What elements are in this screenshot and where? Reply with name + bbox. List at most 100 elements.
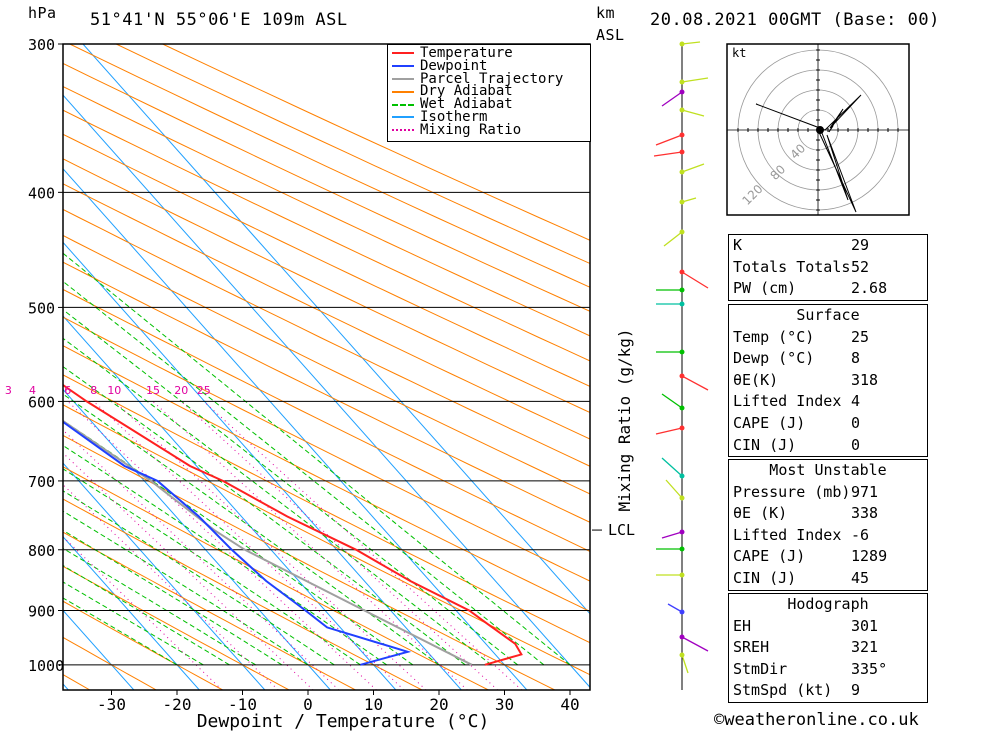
table-row: EH 301 [729, 616, 927, 638]
pw-value: 2.68 [851, 279, 888, 298]
table-row: CIN (J) 45 [729, 568, 927, 590]
storm-motion-dot [816, 126, 824, 134]
row-label: Dewp (°C) [733, 349, 815, 368]
dry-adiabat-line [63, 261, 590, 523]
legend-item: Mixing Ratio [388, 121, 590, 138]
wind-barb [681, 163, 705, 173]
wind-dot [679, 79, 685, 85]
wind-dot [679, 169, 685, 175]
wet-adiabat-line [63, 444, 387, 666]
wet-adiabat-line [63, 280, 545, 666]
table-row: CAPE (J) 0 [729, 413, 927, 435]
legend-swatch [392, 65, 414, 68]
pw-label: PW (cm) [733, 279, 797, 298]
location-title: 51°41'N 55°06'E 109m ASL [90, 10, 348, 30]
mixing-ratio-line [93, 401, 405, 690]
table-row: StmSpd (kt) 9 [729, 680, 927, 702]
legend-swatch [392, 90, 414, 93]
legend-item: Temperature [388, 46, 590, 60]
table-row: CIN (J) 0 [729, 435, 927, 457]
wind-barb [681, 109, 705, 117]
hodograph-title: Hodograph [787, 595, 869, 613]
hodograph-table: Hodograph EH 301 SREH 321 StmDir 335° StmSpd (… [728, 593, 928, 703]
mixing-ratio-label: 8 [90, 384, 97, 397]
wind-barb [663, 231, 683, 247]
wind-dot [679, 405, 685, 411]
surface-table: Surface Temp (°C) 25 Dewp (°C) 8 θE(K) 318 Lif… [728, 304, 928, 458]
legend-swatch [392, 129, 414, 132]
temperature-tick-label: 40 [560, 695, 579, 714]
mixing-ratio-label: 10 [107, 384, 121, 397]
wind-barb [681, 41, 701, 45]
asl-label: ASL [596, 26, 625, 44]
row-value: 301 [851, 616, 879, 635]
pressure-tick-label: 800 [28, 542, 55, 560]
wind-barb [681, 271, 709, 289]
wind-barb [681, 375, 709, 391]
wind-dot [679, 425, 685, 431]
row-value: 8 [851, 349, 861, 368]
dry-adiabat-line [69, 44, 590, 288]
row-value: 9 [851, 681, 861, 700]
wet-adiabat-line [63, 510, 309, 666]
temperature-line [63, 383, 523, 666]
most-unstable-table: Most Unstable Pressure (mb) 971 θE (K) 338 L… [728, 459, 928, 591]
row-value: -6 [851, 525, 870, 544]
legend-swatch [392, 103, 414, 106]
legend-label: Parcel Trajectory [420, 70, 564, 87]
pressure-tick-label: 700 [28, 473, 55, 491]
dry-adiabat-line [63, 636, 157, 690]
pressure-tick-label: 900 [28, 603, 55, 621]
copyright[interactable]: ©weatheronline.co.uk [714, 710, 919, 730]
mixing-ratio-label: 6 [64, 384, 71, 397]
table-row: Pressure (mb) 971 [729, 482, 927, 504]
row-label: θE(K) [733, 370, 779, 389]
row-value: 318 [851, 370, 879, 389]
dry-adiabat-line [63, 62, 590, 312]
mixing-ratio-label: 25 [197, 384, 211, 397]
dry-adiabat-line [63, 109, 590, 362]
legend-item: Dewpoint [388, 59, 590, 73]
wind-dot [679, 349, 685, 355]
table-row: Temp (°C) 25 [729, 327, 927, 349]
wet-adiabat-line [63, 529, 283, 666]
pressure-tick-label: 600 [28, 393, 55, 411]
row-label: CAPE (J) [733, 413, 806, 432]
wind-dot [679, 652, 685, 658]
dry-adiabat-line [162, 44, 590, 241]
tt-value: 52 [851, 257, 870, 276]
hodograph-trace [755, 94, 862, 213]
lcl-label: LCL [608, 521, 635, 539]
km-label: km [596, 4, 616, 22]
wind-dot [679, 301, 685, 307]
legend-label: Mixing Ratio [420, 121, 522, 138]
wind-dot [679, 132, 685, 138]
row-label: SREH [733, 638, 770, 657]
wind-barb [661, 393, 683, 409]
pressure-tick-label: 400 [28, 184, 55, 202]
hpa-label: hPa [28, 4, 57, 22]
pressure-tick-label: 500 [28, 299, 55, 317]
wind-barb [667, 603, 683, 613]
dry-adiabat-line [63, 531, 356, 690]
row-value: 0 [851, 413, 861, 432]
dry-adiabat-line [63, 234, 590, 495]
legend-item: Isotherm [388, 110, 590, 124]
row-value: 971 [851, 482, 879, 501]
wind-barb [661, 531, 683, 539]
wind-dot [679, 229, 685, 235]
dry-adiabat-line [115, 44, 590, 265]
surface-title: Surface [796, 306, 860, 324]
table-row: Dewp (°C) 8 [729, 348, 927, 370]
isotherm-line [82, 44, 590, 615]
row-label: Temp (°C) [733, 327, 815, 346]
wind-dot [679, 373, 685, 379]
wind-dot [679, 495, 685, 501]
k-label: K [733, 236, 743, 254]
wind-dot [679, 107, 685, 113]
mixing-ratio-label: 20 [174, 384, 188, 397]
row-value: 0 [851, 435, 861, 454]
wind-barb [665, 479, 683, 499]
row-label: CAPE (J) [733, 547, 806, 566]
row-label: StmDir [733, 659, 788, 678]
